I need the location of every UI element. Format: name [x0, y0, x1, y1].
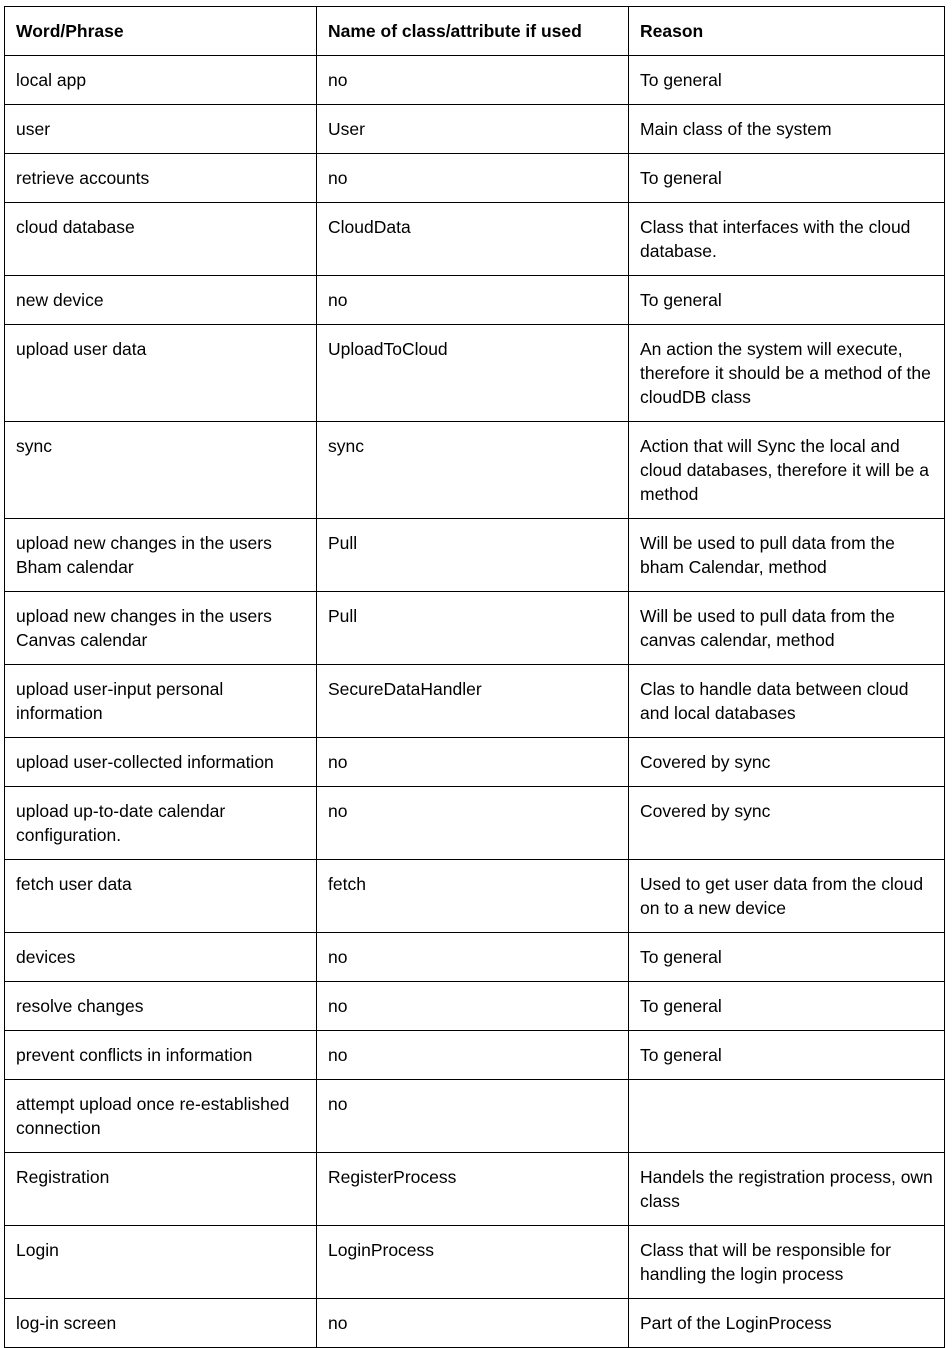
- cell-word-phrase: cloud database: [4, 202, 317, 276]
- cell-word-phrase: upload user data: [4, 324, 317, 422]
- cell-class-attribute: no: [316, 275, 629, 325]
- cell-reason: Class that interfaces with the cloud dat…: [628, 202, 945, 276]
- cell-word-phrase: resolve changes: [4, 981, 317, 1031]
- cell-word-phrase: attempt upload once re-established conne…: [4, 1079, 317, 1153]
- table-row: upload user-collected information no Cov…: [4, 737, 945, 787]
- word-phrase-table: Word/Phrase Name of class/attribute if u…: [4, 6, 945, 1348]
- cell-reason: Covered by sync: [628, 786, 945, 860]
- cell-word-phrase: new device: [4, 275, 317, 325]
- cell-reason: Will be used to pull data from the canva…: [628, 591, 945, 665]
- cell-word-phrase: prevent conflicts in information: [4, 1030, 317, 1080]
- cell-reason: To general: [628, 932, 945, 982]
- cell-word-phrase: upload user-input personal information: [4, 664, 317, 738]
- cell-class-attribute: RegisterProcess: [316, 1152, 629, 1226]
- cell-reason: To general: [628, 1030, 945, 1080]
- table-row: upload user data UploadToCloud An action…: [4, 324, 945, 422]
- cell-class-attribute: fetch: [316, 859, 629, 933]
- cell-reason: [628, 1079, 945, 1153]
- table-row: retrieve accounts no To general: [4, 153, 945, 203]
- cell-reason: Used to get user data from the cloud on …: [628, 859, 945, 933]
- cell-class-attribute: no: [316, 981, 629, 1031]
- table-row: upload new changes in the users Bham cal…: [4, 518, 945, 592]
- header-word-phrase: Word/Phrase: [4, 6, 317, 56]
- cell-word-phrase: upload up-to-date calendar configuration…: [4, 786, 317, 860]
- cell-word-phrase: retrieve accounts: [4, 153, 317, 203]
- table-row: upload user-input personal information S…: [4, 664, 945, 738]
- cell-class-attribute: sync: [316, 421, 629, 519]
- cell-reason: Covered by sync: [628, 737, 945, 787]
- cell-word-phrase: user: [4, 104, 317, 154]
- cell-reason: Clas to handle data between cloud and lo…: [628, 664, 945, 738]
- cell-reason: Action that will Sync the local and clou…: [628, 421, 945, 519]
- cell-reason: To general: [628, 275, 945, 325]
- table-row: upload new changes in the users Canvas c…: [4, 591, 945, 665]
- cell-class-attribute: no: [316, 786, 629, 860]
- table-row: new device no To general: [4, 275, 945, 325]
- table-row: fetch user data fetch Used to get user d…: [4, 859, 945, 933]
- table-row: attempt upload once re-established conne…: [4, 1079, 945, 1153]
- cell-class-attribute: no: [316, 1079, 629, 1153]
- cell-word-phrase: upload new changes in the users Canvas c…: [4, 591, 317, 665]
- cell-word-phrase: fetch user data: [4, 859, 317, 933]
- cell-word-phrase: Registration: [4, 1152, 317, 1226]
- cell-word-phrase: devices: [4, 932, 317, 982]
- cell-class-attribute: CloudData: [316, 202, 629, 276]
- header-row: Word/Phrase Name of class/attribute if u…: [4, 6, 945, 56]
- cell-word-phrase: upload user-collected information: [4, 737, 317, 787]
- table-row: Login LoginProcess Class that will be re…: [4, 1225, 945, 1299]
- table-row: user User Main class of the system: [4, 104, 945, 154]
- cell-class-attribute: SecureDataHandler: [316, 664, 629, 738]
- cell-reason: Handels the registration process, own cl…: [628, 1152, 945, 1226]
- cell-word-phrase: Login: [4, 1225, 317, 1299]
- cell-class-attribute: no: [316, 153, 629, 203]
- table-row: resolve changes no To general: [4, 981, 945, 1031]
- cell-reason: To general: [628, 981, 945, 1031]
- cell-reason: Will be used to pull data from the bham …: [628, 518, 945, 592]
- cell-class-attribute: no: [316, 737, 629, 787]
- table-row: prevent conflicts in information no To g…: [4, 1030, 945, 1080]
- cell-class-attribute: Pull: [316, 518, 629, 592]
- cell-class-attribute: no: [316, 932, 629, 982]
- cell-class-attribute: no: [316, 55, 629, 105]
- cell-reason: To general: [628, 55, 945, 105]
- cell-class-attribute: UploadToCloud: [316, 324, 629, 422]
- table-row: sync sync Action that will Sync the loca…: [4, 421, 945, 519]
- table-row: cloud database CloudData Class that inte…: [4, 202, 945, 276]
- header-class-attribute: Name of class/attribute if used: [316, 6, 629, 56]
- table-row: upload up-to-date calendar configuration…: [4, 786, 945, 860]
- cell-class-attribute: LoginProcess: [316, 1225, 629, 1299]
- cell-word-phrase: sync: [4, 421, 317, 519]
- cell-word-phrase: upload new changes in the users Bham cal…: [4, 518, 317, 592]
- cell-reason: Main class of the system: [628, 104, 945, 154]
- table-row: local app no To general: [4, 55, 945, 105]
- cell-class-attribute: Pull: [316, 591, 629, 665]
- table-row: devices no To general: [4, 932, 945, 982]
- cell-reason: To general: [628, 153, 945, 203]
- cell-reason: An action the system will execute, there…: [628, 324, 945, 422]
- cell-class-attribute: no: [316, 1030, 629, 1080]
- cell-reason: Class that will be responsible for handl…: [628, 1225, 945, 1299]
- cell-word-phrase: local app: [4, 55, 317, 105]
- header-reason: Reason: [628, 6, 945, 56]
- table-row: Registration RegisterProcess Handels the…: [4, 1152, 945, 1226]
- cell-class-attribute: User: [316, 104, 629, 154]
